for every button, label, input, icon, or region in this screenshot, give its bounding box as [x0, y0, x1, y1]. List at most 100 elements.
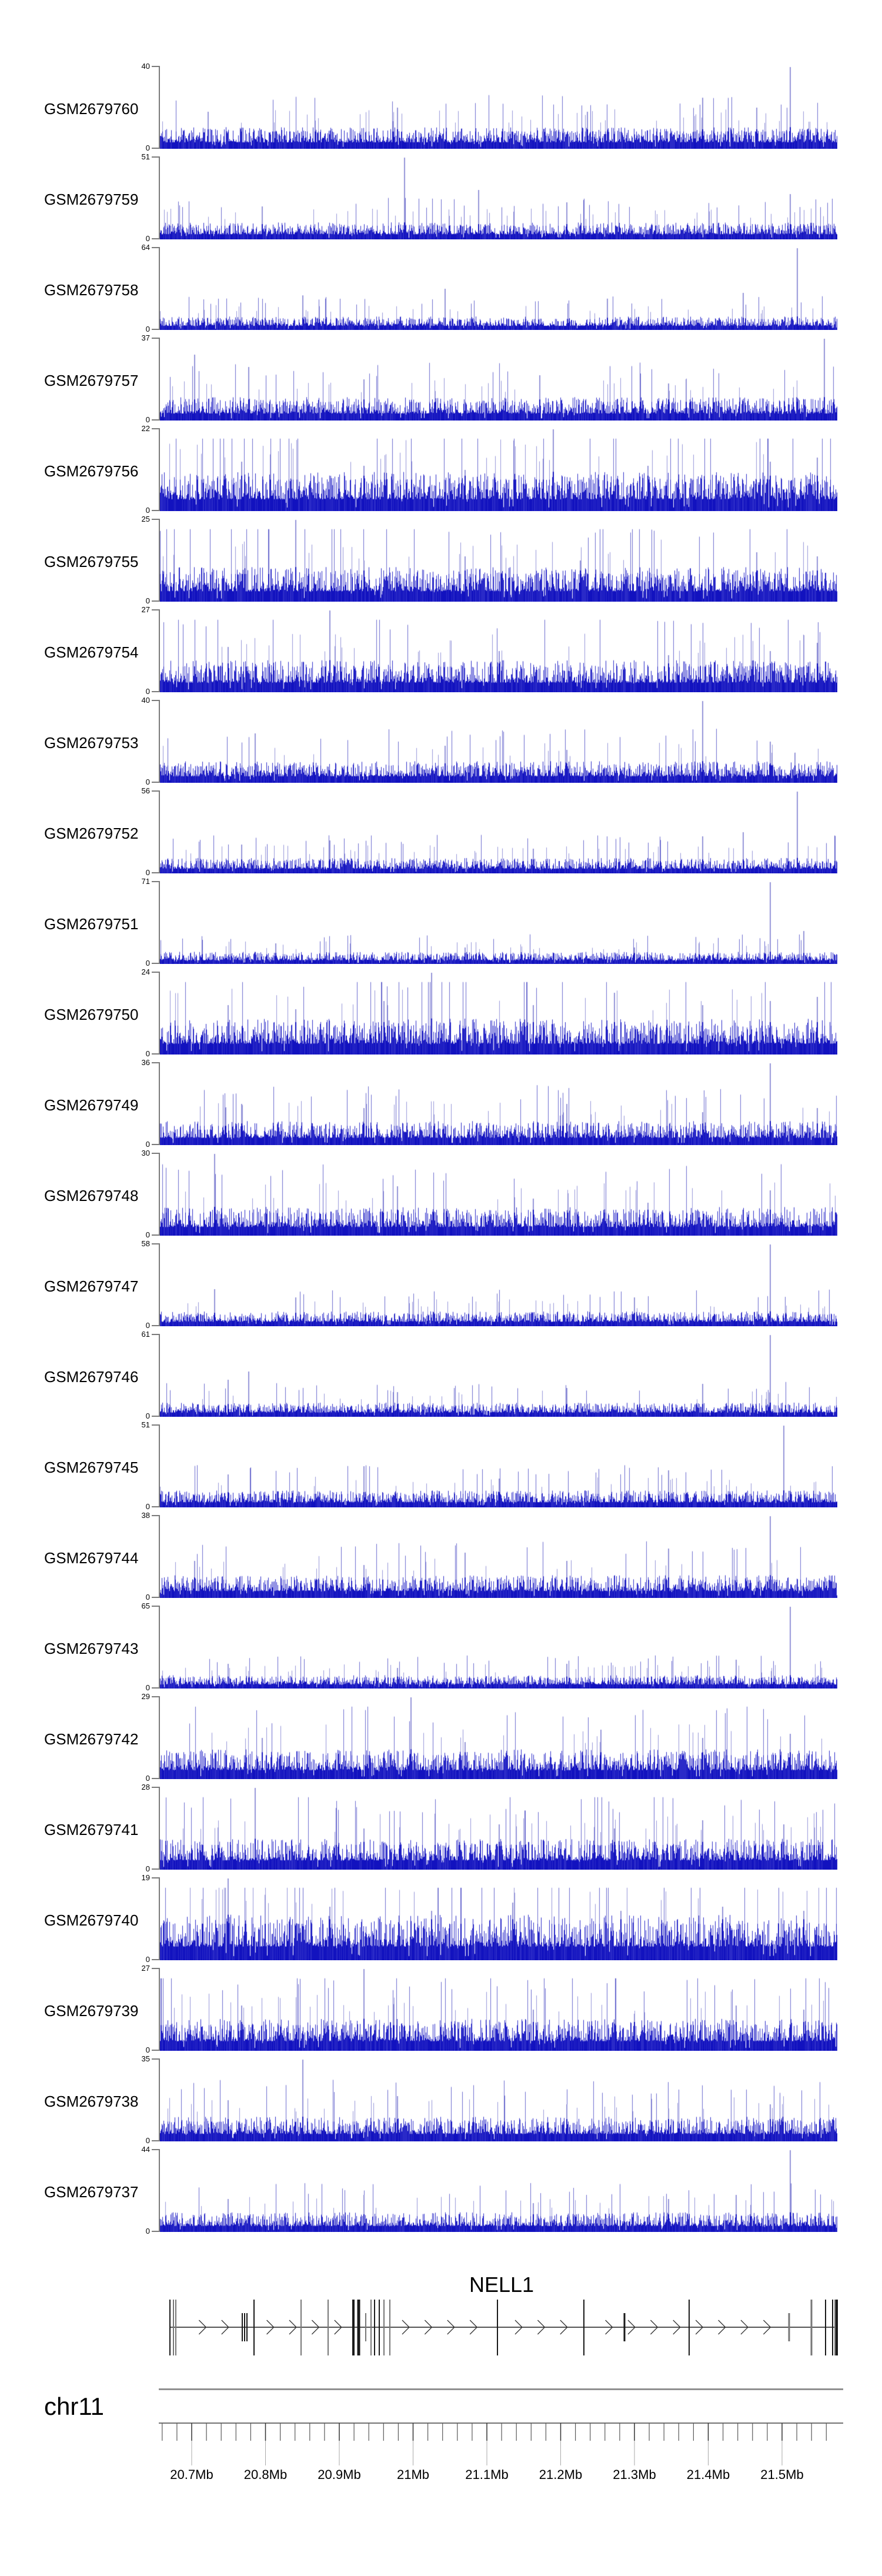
y-axis-top-tick [152, 2058, 159, 2060]
y-axis-top-tick [152, 519, 159, 520]
coverage-histogram-canvas [160, 2150, 837, 2232]
y-axis-top-tick [152, 338, 159, 339]
y-axis-max-label: 35 [141, 2054, 150, 2063]
y-axis-top-tick [152, 609, 159, 610]
exon-bar [832, 2300, 833, 2355]
y-axis-line [159, 338, 160, 421]
y-axis-zero-label: 0 [145, 2136, 150, 2145]
gene-name-label: NELL1 [469, 2273, 534, 2297]
y-axis-max-label: 40 [141, 696, 150, 705]
coverage-histogram-canvas [160, 1878, 837, 1960]
y-axis-top-tick [152, 1243, 159, 1244]
strand-arrow-icon [514, 2320, 523, 2335]
strand-arrow-icon [627, 2320, 636, 2335]
y-axis-max-label: 65 [141, 1601, 150, 1610]
track-label: GSM2679745 [44, 1459, 139, 1476]
coverage-histogram-canvas [160, 882, 837, 964]
y-axis-line [159, 609, 160, 692]
y-axis-zero-label: 0 [145, 959, 150, 967]
y-axis-max-label: 27 [141, 605, 150, 614]
y-axis-max-label: 19 [141, 1873, 150, 1882]
y-axis-zero-label: 0 [145, 1955, 150, 1964]
strand-arrow-icon [221, 2320, 229, 2335]
y-axis-top-tick [152, 1424, 159, 1426]
strand-arrow-icon [447, 2320, 455, 2335]
exon-bar [328, 2300, 329, 2355]
exon-bar [379, 2300, 380, 2355]
track-label: GSM2679750 [44, 1006, 139, 1023]
exon-bar [389, 2300, 390, 2355]
track-row-GSM2679739: GSM2679739 27 0 [0, 1964, 882, 2054]
y-axis-zero-label: 0 [145, 2227, 150, 2235]
y-axis-zero-label: 0 [145, 234, 150, 243]
y-axis-zero-label: 0 [145, 1864, 150, 1873]
y-axis-zero-label: 0 [145, 1683, 150, 1692]
y-axis-bottom-tick [152, 782, 159, 783]
y-axis-zero-label: 0 [145, 144, 150, 152]
y-axis-bottom-tick [152, 691, 159, 692]
y-axis-zero-label: 0 [145, 1230, 150, 1239]
y-axis-max-label: 36 [141, 1058, 150, 1067]
chromosome-label: chr11 [44, 2393, 104, 2420]
track-row-GSM2679745: GSM2679745 51 0 [0, 1420, 882, 1511]
y-axis-zero-label: 0 [145, 1321, 150, 1330]
coverage-histogram-canvas [160, 429, 837, 511]
track-row-GSM2679744: GSM2679744 38 0 [0, 1511, 882, 1601]
strand-arrow-icon [402, 2320, 410, 2335]
track-label: GSM2679752 [44, 825, 139, 842]
y-axis-zero-label: 0 [145, 2046, 150, 2054]
y-axis-bottom-tick [152, 963, 159, 964]
track-label: GSM2679740 [44, 1911, 139, 1929]
exon-bar [370, 2300, 372, 2355]
coverage-histogram-canvas [160, 1334, 837, 1417]
y-axis-max-label: 25 [141, 515, 150, 523]
y-axis-bottom-tick [152, 1144, 159, 1145]
y-axis-line [159, 1606, 160, 1689]
coverage-histogram-canvas [160, 1063, 837, 1145]
track-label: GSM2679741 [44, 1821, 139, 1838]
y-axis-zero-label: 0 [145, 415, 150, 424]
track-label: GSM2679754 [44, 643, 139, 661]
y-axis-top-tick [152, 1787, 159, 1788]
coverage-histogram-canvas [160, 700, 837, 783]
track-row-GSM2679753: GSM2679753 40 0 [0, 696, 882, 786]
track-label: GSM2679739 [44, 2002, 139, 2020]
ruler-tick-label: 20.8Mb [244, 2467, 287, 2482]
coverage-histogram-canvas [160, 1968, 837, 2051]
track-row-GSM2679755: GSM2679755 25 0 [0, 515, 882, 605]
y-axis-bottom-tick [152, 329, 159, 330]
track-row-GSM2679746: GSM2679746 61 0 [0, 1330, 882, 1420]
track-row-GSM2679740: GSM2679740 19 0 [0, 1873, 882, 1964]
track-row-GSM2679758: GSM2679758 64 0 [0, 243, 882, 333]
exon-bar [834, 2300, 836, 2355]
track-label: GSM2679751 [44, 915, 139, 933]
y-axis-max-label: 40 [141, 62, 150, 71]
track-row-GSM2679756: GSM2679756 22 0 [0, 424, 882, 515]
exon-bar [689, 2300, 690, 2355]
exon-bar [583, 2300, 584, 2355]
track-row-GSM2679759: GSM2679759 51 0 [0, 152, 882, 243]
y-axis-bottom-tick [152, 1416, 159, 1417]
y-axis-zero-label: 0 [145, 1049, 150, 1058]
y-axis-line [159, 519, 160, 602]
y-axis-line [159, 2058, 160, 2141]
track-label: GSM2679746 [44, 1368, 139, 1386]
strand-arrow-icon [311, 2320, 320, 2335]
y-axis-line [159, 66, 160, 149]
ruler-tick-label: 21.1Mb [465, 2467, 508, 2482]
coverage-histogram-canvas [160, 1606, 837, 1689]
track-row-GSM2679757: GSM2679757 37 0 [0, 333, 882, 424]
y-axis-bottom-tick [152, 2050, 159, 2051]
y-axis-zero-label: 0 [145, 506, 150, 515]
track-label: GSM2679748 [44, 1187, 139, 1204]
y-axis-bottom-tick [152, 1506, 159, 1507]
exon-bar [374, 2300, 375, 2355]
track-label: GSM2679747 [44, 1277, 139, 1295]
y-axis-line [159, 156, 160, 239]
y-axis-max-label: 51 [141, 1420, 150, 1429]
track-label: GSM2679743 [44, 1640, 139, 1657]
y-axis-max-label: 56 [141, 786, 150, 795]
y-axis-line [159, 1153, 160, 1236]
y-axis-bottom-tick [152, 1597, 159, 1598]
strand-arrow-icon [537, 2320, 546, 2335]
